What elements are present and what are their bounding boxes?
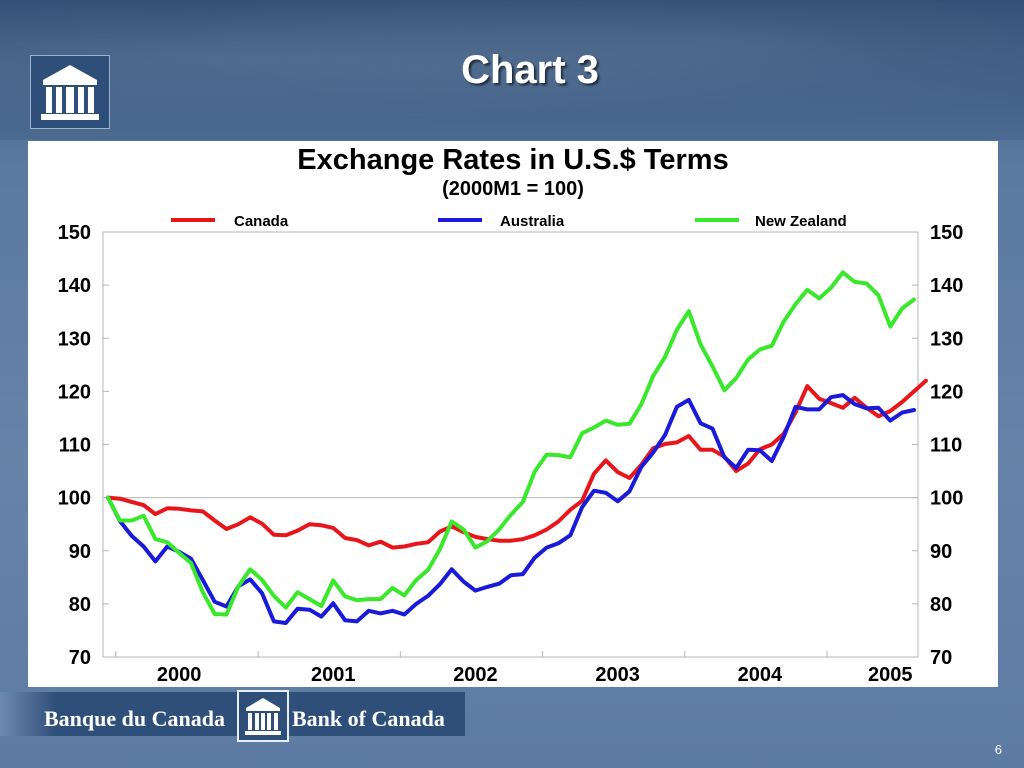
exchange-rate-chart: 150 150 140 140 130 130 120 120 110 110 100 100 90 90…	[58, 213, 964, 686]
y-tick-label-left: 150	[58, 222, 91, 244]
y-tick-label-left: 130	[58, 328, 91, 350]
y-tick-label-left: 110	[59, 435, 91, 457]
page-number: 6	[994, 742, 1002, 757]
legend-label: Australia	[500, 213, 565, 230]
y-tick-label-left: 100	[58, 488, 91, 510]
footer-strip	[0, 692, 465, 736]
footer-english-name: Bank of Canada	[292, 706, 445, 731]
slide-title: Chart 3	[461, 48, 599, 92]
y-tick-label-left: 120	[58, 381, 91, 403]
x-tick-label: 2003	[595, 664, 640, 686]
series-line-new-zealand	[106, 270, 916, 617]
series-line-australia	[106, 393, 916, 625]
y-tick-label-right: 150	[930, 222, 963, 244]
chart-subtitle: (2000M1 = 100)	[442, 178, 584, 200]
x-tick-label: 2005	[868, 664, 913, 686]
footer-french-name: Banque du Canada	[44, 706, 225, 731]
y-tick-label-right: 90	[930, 541, 952, 563]
y-tick-label-left: 80	[69, 594, 91, 616]
y-tick-label-left: 90	[69, 541, 91, 563]
chart-title: Exchange Rates in U.S.$ Terms	[297, 144, 729, 176]
header-band	[0, 0, 1024, 140]
x-tick-label: 2002	[453, 664, 498, 686]
y-tick-label-right: 140	[930, 275, 963, 297]
y-tick-label-right: 100	[930, 488, 963, 510]
legend-label: New Zealand	[755, 213, 847, 230]
x-tick-label: 2000	[157, 664, 202, 686]
bank-building-logo	[30, 55, 110, 129]
y-tick-label-right: 80	[930, 594, 952, 616]
chart-panel: 150 150 140 140 130 130 120 120 110 110 100 100 90 90…	[28, 141, 998, 687]
legend-label: Canada	[234, 213, 289, 230]
y-tick-label-left: 70	[69, 647, 91, 669]
x-tick-label: 2001	[311, 664, 356, 686]
y-tick-label-right: 70	[930, 647, 952, 669]
plot-frame	[102, 231, 919, 658]
series-line-canada	[106, 378, 928, 550]
y-tick-label-right: 110	[930, 435, 962, 457]
y-tick-label-right: 130	[930, 328, 963, 350]
x-tick-label: 2004	[738, 664, 783, 686]
y-tick-label-left: 140	[58, 275, 91, 297]
footer-bank-logo	[237, 690, 289, 742]
y-tick-label-right: 120	[930, 381, 963, 403]
